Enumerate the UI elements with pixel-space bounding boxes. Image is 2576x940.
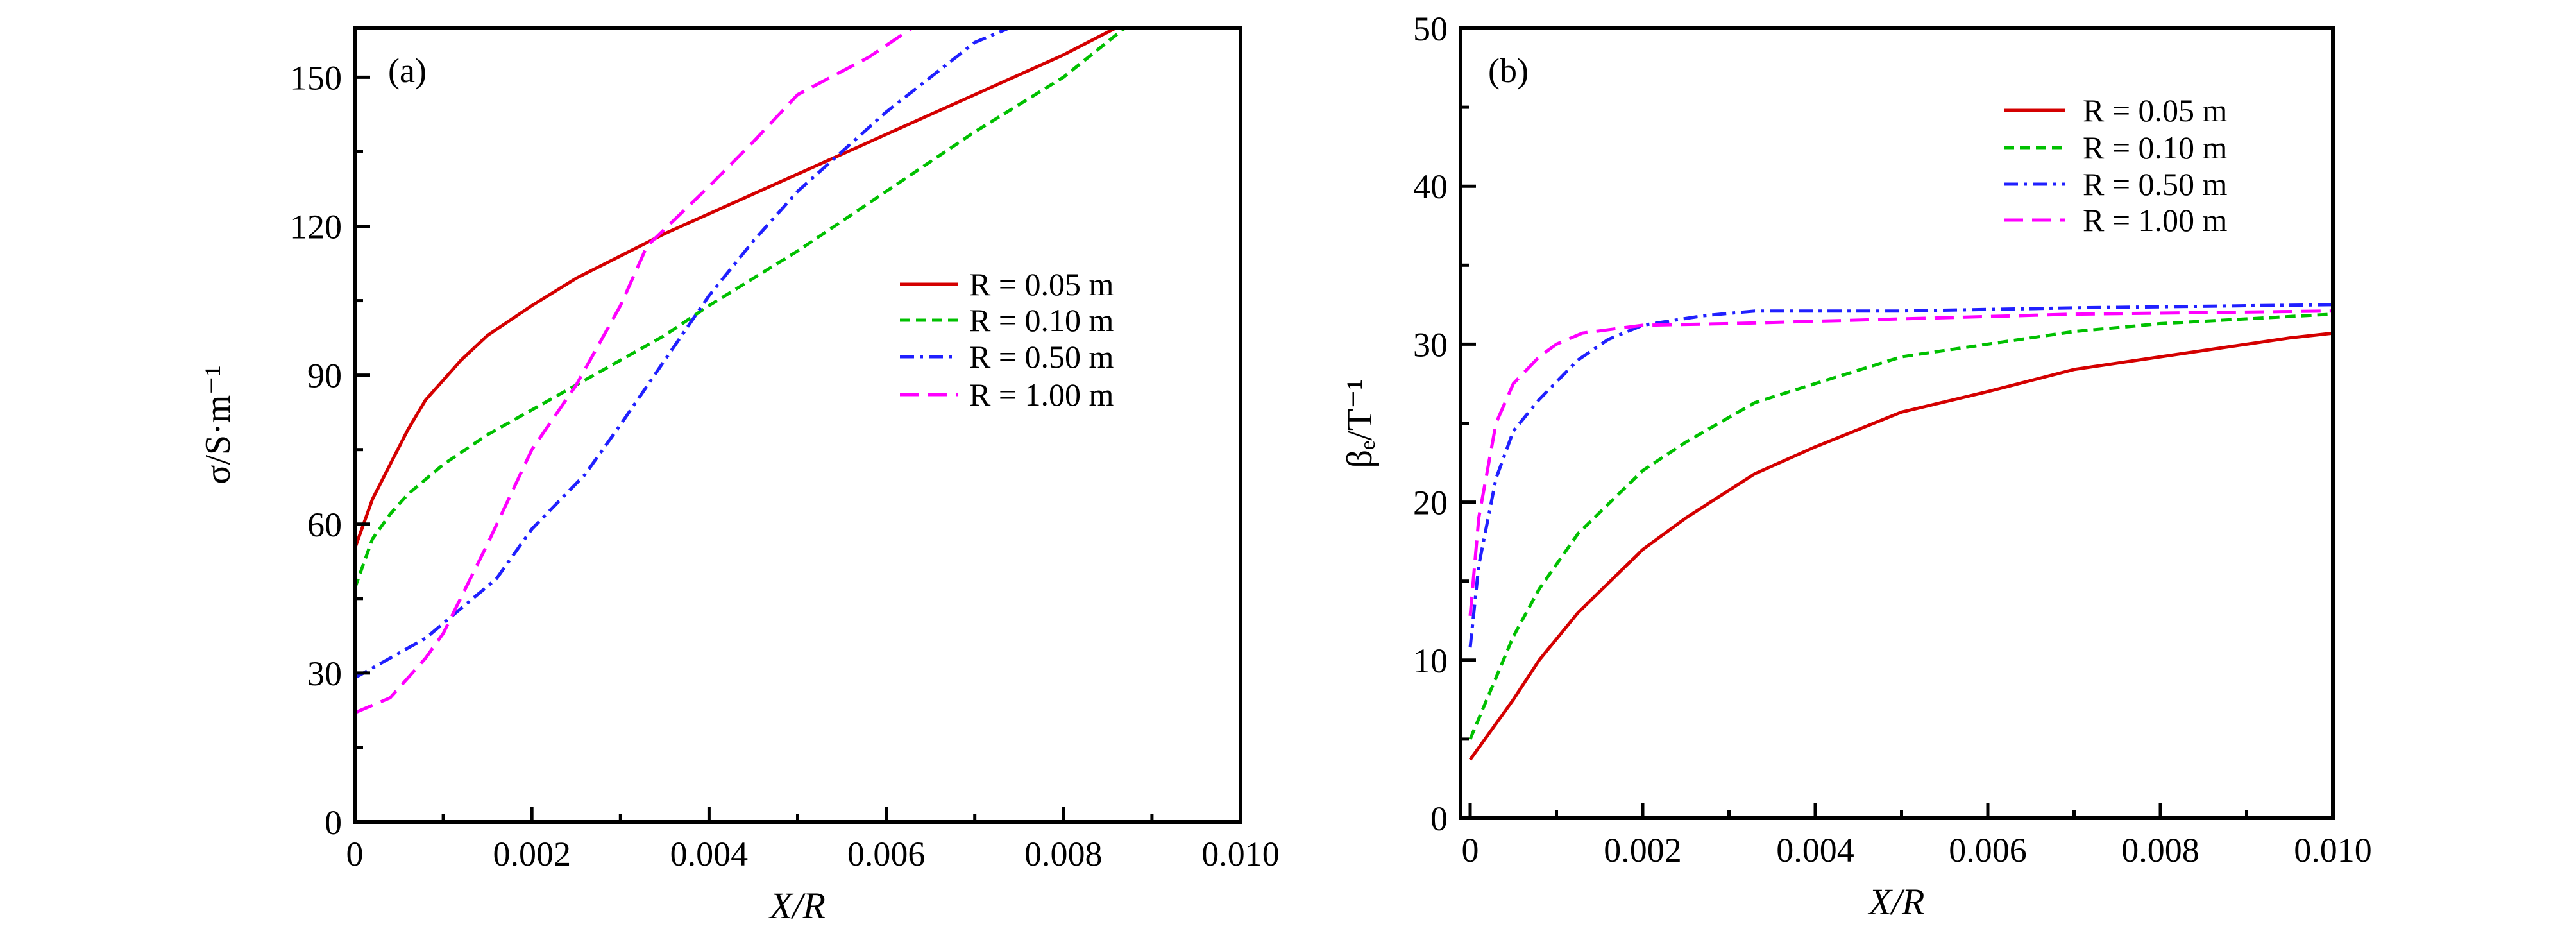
y-tick-label: 30 xyxy=(307,654,342,693)
series-line-1 xyxy=(1468,312,2333,740)
y-tick-label: 50 xyxy=(1413,10,1448,48)
x-tick-label: 0 xyxy=(1462,831,1479,869)
y-tick-label: 0 xyxy=(1430,799,1448,838)
y-tick-label: 60 xyxy=(307,506,342,544)
y-tick-label: 40 xyxy=(1413,167,1448,206)
y-tick-label: 0 xyxy=(325,803,342,842)
chart-panel-a: 0 0.002 0.004 0.006 0.008 0.010 0 30 60 90 120 150 X… xyxy=(198,26,1280,927)
x-tick-label: 0.008 xyxy=(2121,831,2199,869)
legend-label: R = 0.10 m xyxy=(2083,130,2228,166)
series-line-3 xyxy=(355,28,914,715)
x-tick-label: 0.002 xyxy=(1604,831,1682,869)
series-line-2 xyxy=(1468,303,2333,648)
legend: R = 0.05 mR = 0.10 mR = 0.50 mR = 1.00 m xyxy=(900,266,1114,413)
y-axis-label: βₑ/T⁻¹ xyxy=(1340,379,1380,468)
plot-frame xyxy=(353,26,1242,824)
panel-label: (a) xyxy=(388,51,427,90)
y-tick-label: 30 xyxy=(1413,325,1448,364)
y-tick-label: 90 xyxy=(307,357,342,395)
series-line-0 xyxy=(355,28,1117,550)
legend-label: R = 0.05 m xyxy=(969,266,1114,302)
series-line-2 xyxy=(355,28,1011,679)
x-tick-label: 0.002 xyxy=(493,835,571,873)
x-axis-label: X/R xyxy=(1868,881,1925,923)
legend-label: R = 0.10 m xyxy=(969,302,1114,338)
y-tick-label: 150 xyxy=(290,58,342,97)
series-line-0 xyxy=(1468,331,2333,761)
x-tick-label: 0.010 xyxy=(1201,835,1280,873)
x-tick-label: 0.008 xyxy=(1024,835,1103,873)
legend-label: R = 1.00 m xyxy=(2083,202,2228,238)
legend: R = 0.05 mR = 0.10 mR = 0.50 mR = 1.00 m xyxy=(2004,92,2228,238)
x-tick-label: 0.010 xyxy=(2294,831,2372,869)
y-tick-label: 20 xyxy=(1413,484,1448,522)
y-tick-label: 120 xyxy=(290,208,342,246)
y-tick-label: 10 xyxy=(1413,642,1448,680)
x-axis-label: X/R xyxy=(768,885,826,927)
legend-label: R = 0.05 m xyxy=(2083,92,2228,128)
x-tick-label: 0.006 xyxy=(1949,831,2027,869)
y-axis-label: σ/S·m⁻¹ xyxy=(198,365,238,484)
x-tick-label: 0.004 xyxy=(670,835,749,873)
x-tick-label: 0 xyxy=(346,835,364,873)
chart-panel-b: 0 0.002 0.004 0.006 0.008 0.010 0 10 20 30 40 50 X/R… xyxy=(1340,10,2372,923)
legend-label: R = 1.00 m xyxy=(969,377,1114,413)
panel-label: (b) xyxy=(1488,51,1529,90)
x-tick-label: 0.004 xyxy=(1776,831,1854,869)
legend-label: R = 0.50 m xyxy=(969,339,1114,375)
series-line-3 xyxy=(1468,309,2333,617)
legend-label: R = 0.50 m xyxy=(2083,166,2228,202)
x-tick-label: 0.006 xyxy=(847,835,926,873)
